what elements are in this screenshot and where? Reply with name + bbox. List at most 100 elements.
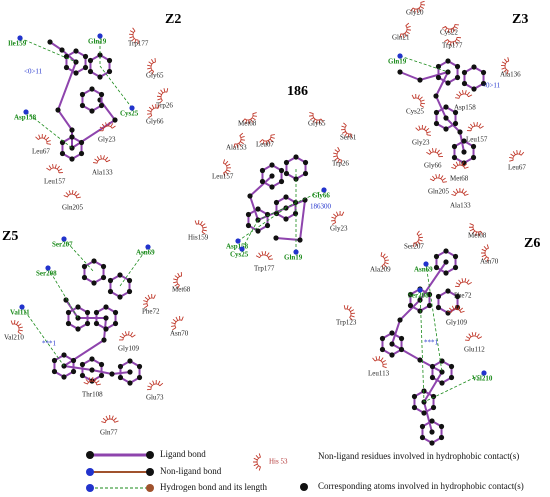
hydrophobic-contact — [128, 27, 139, 45]
atom — [112, 320, 119, 327]
hydrophobic-contact — [309, 111, 324, 124]
legend-atom — [86, 451, 94, 459]
atom — [145, 244, 151, 250]
atom — [73, 70, 79, 76]
residue-label: Asp158 — [454, 104, 476, 112]
atom — [454, 63, 461, 70]
atom — [79, 361, 86, 368]
residue-label: Gly66 — [146, 118, 164, 126]
hydrogen-bond — [425, 263, 443, 373]
atom — [438, 434, 445, 441]
residue-label: Val111 — [10, 309, 30, 317]
residue-label: Ser207 — [404, 243, 424, 251]
hydrophobic-contact — [233, 132, 245, 148]
atom — [61, 352, 67, 358]
ring — [463, 65, 485, 91]
atom — [426, 302, 433, 309]
atom — [443, 126, 449, 132]
atom — [70, 368, 77, 375]
hydrophobic-contact — [509, 150, 525, 162]
atom — [273, 210, 280, 217]
residue-label: Gly66 — [424, 162, 442, 170]
residue-label: Leu157 — [466, 136, 488, 144]
atom — [98, 91, 105, 98]
residue-label: Thr108 — [82, 391, 103, 399]
atom — [17, 35, 23, 41]
residue-label: Gly66 — [312, 192, 330, 200]
atom — [438, 423, 445, 430]
atom — [126, 277, 133, 284]
atom — [51, 357, 58, 364]
atom — [107, 288, 114, 295]
residue-label: Gln77 — [100, 429, 118, 437]
atom — [445, 58, 451, 64]
atom — [452, 109, 459, 116]
atom — [63, 297, 69, 303]
atom — [429, 374, 436, 381]
residue-label: Glu112 — [464, 346, 485, 354]
atom — [471, 86, 477, 92]
atom — [452, 253, 459, 260]
atom — [470, 143, 477, 150]
hydrophobic-contact — [194, 219, 207, 235]
atom — [264, 222, 271, 229]
atom — [117, 374, 124, 381]
atom — [245, 211, 252, 218]
residue-label: His159 — [188, 234, 209, 242]
atom — [443, 248, 449, 254]
atom — [433, 253, 440, 260]
hydrophobic-contact — [255, 251, 273, 260]
atom — [84, 320, 91, 327]
hydrophobic-contact — [63, 189, 81, 199]
residue-label: Leu67 — [32, 148, 50, 156]
atom — [278, 178, 285, 185]
atom — [471, 64, 477, 70]
atom — [98, 102, 105, 109]
hydrophobic-contact — [146, 379, 164, 391]
residue-label: Met68 — [468, 232, 487, 240]
atom — [89, 86, 95, 92]
atom — [82, 64, 89, 71]
hydrophobic-contact — [10, 319, 23, 335]
panel-title: Z3 — [512, 12, 528, 27]
atom — [106, 57, 113, 64]
hydrophobic-contact — [415, 124, 431, 136]
legend-text: Ligand bond — [160, 449, 206, 459]
residue-label: Ser207 — [52, 241, 73, 249]
legend-contact-atom — [300, 483, 308, 491]
atom — [97, 74, 103, 80]
atom — [70, 357, 77, 364]
atom — [93, 309, 100, 316]
atom — [19, 304, 25, 310]
residue-label: Trp177 — [442, 42, 463, 50]
atom — [429, 440, 435, 446]
atom — [136, 363, 143, 370]
hydrogen-bond — [257, 189, 325, 221]
atom — [100, 274, 107, 281]
residue-label: Met68 — [450, 175, 469, 183]
residue-label: Asn70 — [170, 330, 189, 338]
atom — [269, 173, 275, 179]
atom — [109, 371, 115, 377]
atom — [461, 149, 467, 155]
residue-label: 186300 — [310, 203, 332, 211]
residue-label: Leu67 — [508, 164, 526, 172]
atom — [81, 274, 88, 281]
hydrophobic-contact — [101, 414, 119, 424]
residue-label: Cys25 — [406, 108, 424, 116]
atom — [98, 361, 105, 368]
atom — [443, 104, 449, 110]
hydrophobic-contact — [118, 331, 136, 341]
hydrophobic-contact — [340, 122, 353, 138]
atom — [443, 115, 449, 121]
residue-label: Ser61 — [340, 134, 357, 142]
residue-label: Glu73 — [146, 394, 164, 402]
atom — [283, 216, 289, 222]
ligand-bond — [49, 41, 117, 150]
atom — [264, 211, 271, 218]
atom — [451, 154, 458, 161]
legend-residue-example: His 53 — [269, 458, 288, 466]
legend-atom — [86, 468, 94, 476]
atom — [112, 117, 118, 123]
residue-label: Phe72 — [142, 308, 160, 316]
